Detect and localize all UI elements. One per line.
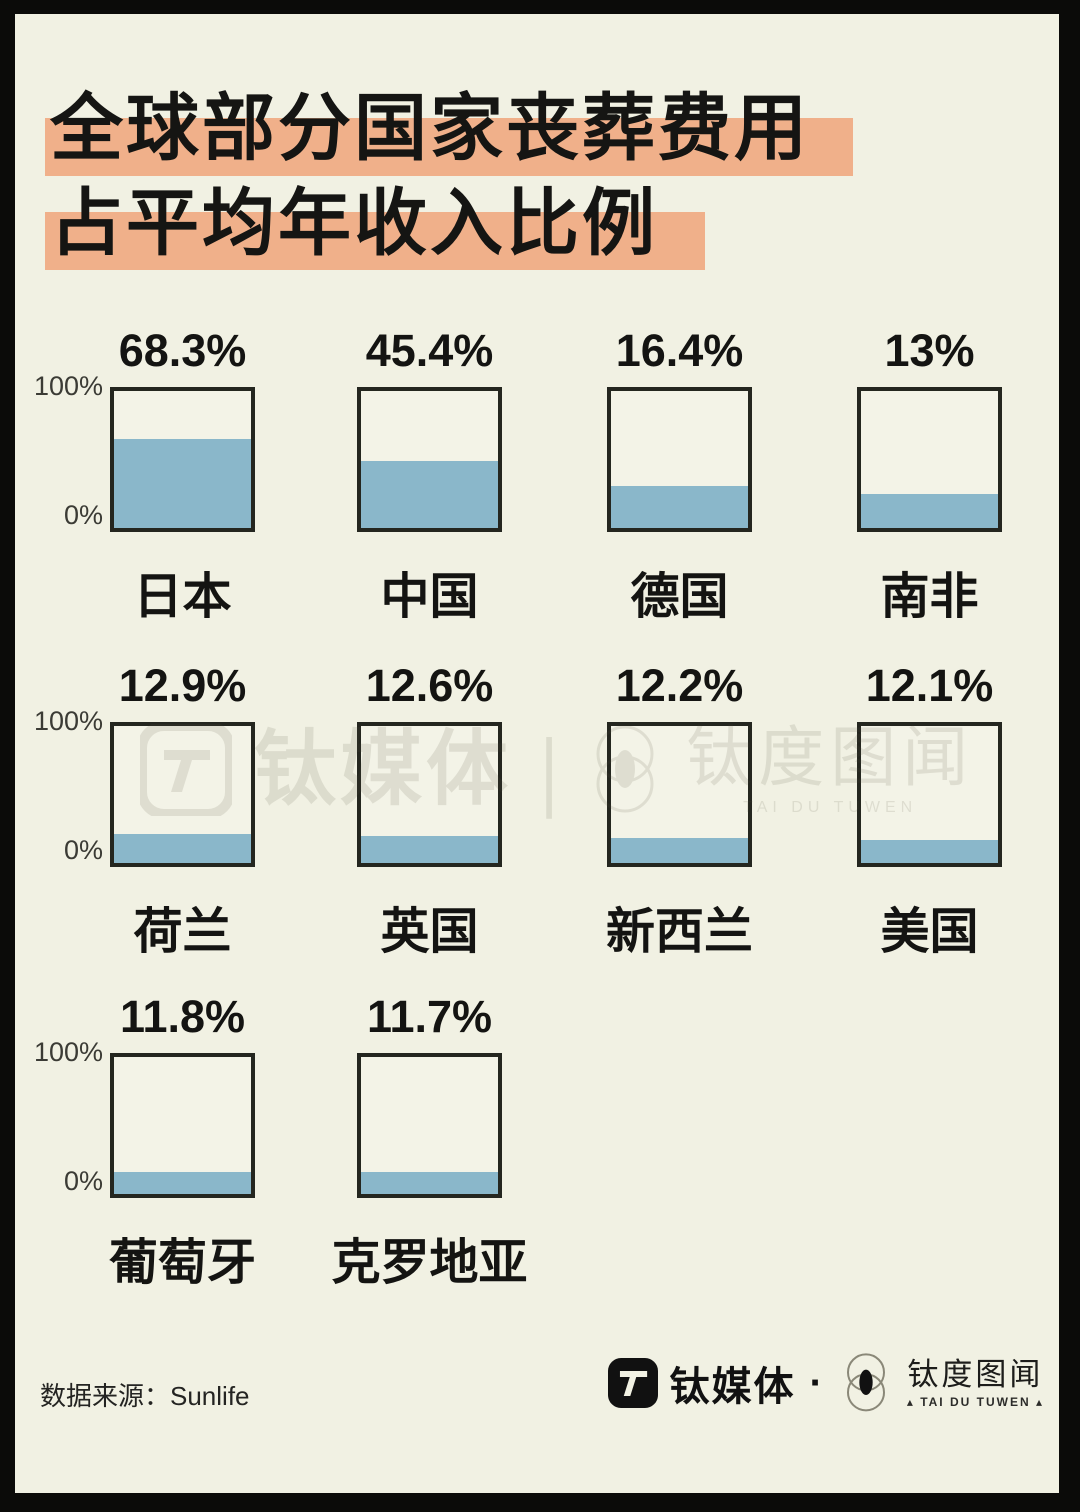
country-label: 美国 (880, 905, 979, 959)
title-highlight-2 (45, 212, 705, 270)
footer-brand1: 钛媒体 (669, 1365, 796, 1409)
chart-box (357, 1053, 502, 1198)
value-label: 12.9% (118, 660, 247, 711)
chart-box (857, 722, 1002, 867)
country-label: 南非 (880, 570, 979, 624)
chart-fill (361, 460, 498, 528)
taidu-eye-icon (846, 1353, 885, 1412)
country-label: 英国 (380, 905, 479, 959)
chart-fill (114, 834, 251, 863)
chart-box (607, 387, 752, 532)
value-label: 16.4% (615, 325, 744, 376)
data-source-label: 数据来源：Sunlife (40, 1381, 250, 1411)
chart-box (857, 387, 1002, 532)
footer-brand2-wrap: 钛度图闻 ▴ TAI DU TUWEN ▴ (907, 1359, 1044, 1408)
page-title-line2: 占平均年收入比例 (50, 183, 658, 264)
chart-box (357, 387, 502, 532)
value-label: 45.4% (365, 325, 494, 376)
chart-fill (861, 493, 998, 528)
footer-brand2: 钛度图闻 (907, 1356, 1044, 1392)
axis-tick-0: 0% (63, 1166, 103, 1196)
footer-brand2-sub: ▴ TAI DU TUWEN ▴ (906, 1394, 1044, 1409)
value-label: 11.8% (119, 991, 246, 1042)
chart-box (110, 722, 255, 867)
chart-box (110, 387, 255, 532)
page-title-line1: 全球部分国家丧葬费用 (50, 88, 810, 169)
chart-box (357, 722, 502, 867)
axis-tick-100: 100% (33, 706, 103, 736)
title-highlight-1 (45, 118, 853, 176)
axis-tick-100: 100% (33, 371, 103, 401)
country-label: 荷兰 (133, 905, 232, 959)
country-label: 葡萄牙 (108, 1236, 256, 1290)
country-label: 克罗地亚 (331, 1236, 528, 1290)
value-label: 13% (884, 325, 975, 376)
value-label: 11.7% (366, 991, 493, 1042)
chart-fill (611, 838, 748, 863)
chart-fill (861, 839, 998, 863)
chart-fill (361, 1172, 498, 1194)
tmtpost-logo-icon (607, 1358, 658, 1408)
chart-box (607, 722, 752, 867)
value-label: 12.2% (615, 660, 744, 711)
value-label: 68.3% (118, 325, 247, 376)
value-label: 12.1% (865, 660, 994, 711)
footer-brandbar: 钛媒体 · 钛度图闻 ▴ TAI DU TUWEN ▴ (607, 1350, 1044, 1416)
chart-fill (361, 835, 498, 863)
country-label: 中国 (380, 570, 479, 624)
country-label: 日本 (133, 570, 232, 624)
country-label: 德国 (630, 570, 729, 624)
chart-fill (114, 1172, 251, 1194)
axis-tick-100: 100% (33, 1037, 103, 1067)
axis-tick-0: 0% (63, 835, 103, 865)
footer-separator-dot: · (809, 1360, 823, 1405)
value-label: 12.6% (365, 660, 494, 711)
chart-fill (114, 438, 251, 528)
axis-tick-0: 0% (63, 500, 103, 530)
country-label: 新西兰 (605, 905, 753, 959)
chart-fill (611, 485, 748, 528)
chart-box (110, 1053, 255, 1198)
